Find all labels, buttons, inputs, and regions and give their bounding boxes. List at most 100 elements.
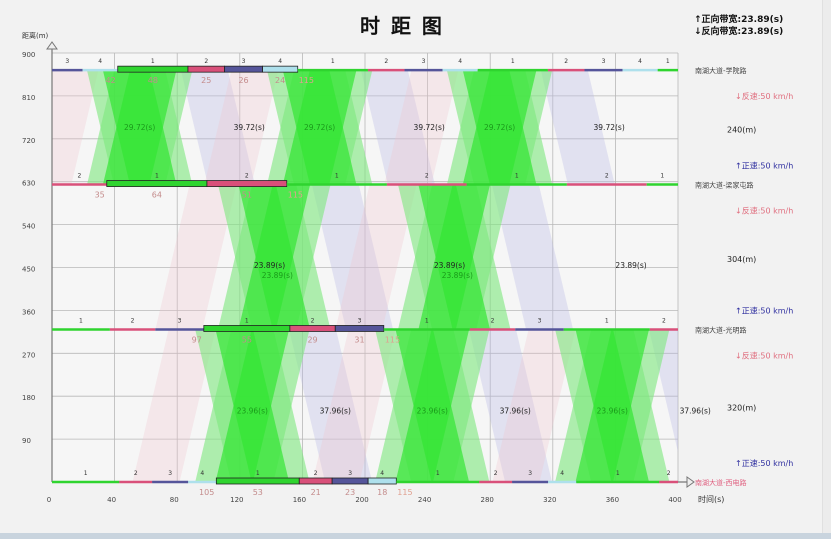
- phase-number-label: 3: [65, 58, 69, 65]
- reverse-other-phase-band: [180, 70, 255, 185]
- reverse-other-phase-band: [540, 70, 615, 185]
- intersection-name: 南湖大道-梁家屯路: [695, 181, 754, 190]
- forward-other-phase-band: [384, 70, 459, 185]
- x-axis-label: 时间(s): [698, 494, 724, 504]
- phase-number-label: 1: [151, 58, 155, 65]
- y-tick-label: 630: [22, 180, 35, 188]
- phase-duration-label: 21: [311, 488, 321, 497]
- cycle-offset-label: 97: [192, 335, 202, 344]
- highlighted-phase-bar: [289, 325, 336, 332]
- x-tick-label: 240: [418, 496, 431, 504]
- phase-number-label: 2: [77, 173, 81, 180]
- forward-other-phase-band: [155, 184, 237, 330]
- highlighted-phase-bar: [187, 65, 225, 73]
- phase-number-label: 2: [245, 173, 249, 180]
- legend-forward-bandwidth: ↑正向带宽:23.89(s): [694, 15, 784, 25]
- highlighted-phase-bar: [331, 477, 369, 485]
- band-width-label: 37.96(s): [500, 407, 531, 416]
- intersection-signal-timeline: 2 64 1 51 2 1 2 1 2 1 35 115: [52, 173, 678, 200]
- y-tick-label: 180: [22, 394, 35, 402]
- highlighted-phase-bar: [203, 325, 291, 332]
- phase-number-label: 1: [515, 173, 519, 180]
- phase-number-label: 3: [178, 317, 182, 324]
- phase-duration-label: 18: [377, 488, 387, 497]
- forward-other-phase-band: [204, 70, 279, 185]
- reverse-green-wave-band: [418, 184, 490, 330]
- forward-speed-label: ↑正速:50 km/h: [735, 306, 793, 315]
- cycle-length-label: 115: [299, 76, 314, 85]
- phase-duration-label: 64: [152, 191, 162, 200]
- band-width-label: 37.96(s): [320, 407, 351, 416]
- x-tick-label: 200: [355, 496, 368, 504]
- phase-number-label: 4: [560, 470, 564, 477]
- phase-number-label: 4: [98, 58, 102, 65]
- phase-number-label: 2: [491, 317, 495, 324]
- band-width-label: 39.72(s): [594, 123, 625, 132]
- phase-number-label: 2: [204, 58, 208, 65]
- band-width-label: 23.89(s): [615, 261, 646, 270]
- reverse-other-phase-band: [491, 184, 574, 330]
- phase-number-label: 3: [358, 317, 362, 324]
- phase-number-label: 1: [605, 317, 609, 324]
- phase-number-label: 2: [384, 58, 388, 65]
- phase-number-label: 3: [422, 58, 426, 65]
- highlighted-phase-bar: [224, 65, 263, 73]
- y-tick-label: 900: [22, 51, 35, 59]
- x-axis-arrow-icon: [686, 476, 695, 488]
- segment-length-label: 320(m): [727, 404, 756, 413]
- segment-length-label: 240(m): [727, 125, 756, 134]
- phase-number-label: 1: [666, 58, 670, 65]
- forward-other-phase-band: [492, 329, 576, 482]
- x-tick-label: 0: [47, 496, 51, 504]
- bands-layer: [52, 70, 678, 482]
- highlighted-phase-bar: [367, 477, 397, 485]
- highlighted-phase-bar: [106, 180, 208, 187]
- band-width-label: 23.89(s): [434, 261, 465, 270]
- phase-number-label: 2: [131, 317, 135, 324]
- phase-number-label: 1: [256, 470, 260, 477]
- y-axis-label: 距离(m): [22, 31, 49, 40]
- reverse-other-phase-band: [289, 329, 373, 482]
- y-axis-arrow-icon: [46, 41, 58, 50]
- band-width-label: 29.72(s): [484, 123, 515, 132]
- phase-number-label: 2: [564, 58, 568, 65]
- x-tick-label: 400: [668, 496, 681, 504]
- x-tick-label: 360: [606, 496, 619, 504]
- y-tick-label: 540: [22, 223, 35, 231]
- window-edge: [822, 0, 831, 533]
- phase-number-label: 2: [314, 470, 318, 477]
- band-width-label: 23.96(s): [237, 407, 268, 416]
- y-tick-label: 90: [22, 437, 31, 445]
- reverse-speed-label: ↓反速:50 km/h: [735, 206, 793, 216]
- phase-duration-label: 53: [253, 488, 263, 497]
- cycle-offset-label: 35: [95, 191, 105, 200]
- highlighted-phase-bar: [215, 477, 300, 485]
- bandwidth-legend: ↑正向带宽:23.89(s) ↓反向带宽:23.89(s): [694, 14, 783, 38]
- phase-number-label: 3: [538, 317, 542, 324]
- phase-number-label: 3: [528, 470, 532, 477]
- phase-number-label: 1: [511, 58, 515, 65]
- phase-number-label: 1: [616, 470, 620, 477]
- band-width-label: 37.96(s): [680, 407, 711, 416]
- phase-number-label: 3: [168, 470, 172, 477]
- intersection-name: 南湖大道-光明路: [695, 325, 747, 334]
- phase-number-label: 1: [436, 470, 440, 477]
- phase-number-label: 1: [79, 317, 83, 324]
- x-tick-label: 280: [481, 496, 494, 504]
- phase-number-label: 4: [638, 58, 642, 65]
- segment-length-label: 304(m): [727, 255, 756, 264]
- y-tick-label: 450: [22, 266, 35, 274]
- reverse-other-phase-band: [311, 184, 394, 330]
- phase-number-label: 1: [84, 470, 88, 477]
- phase-duration-label: 24: [275, 76, 285, 85]
- x-tick-label: 80: [170, 496, 179, 504]
- horizontal-scrollbar[interactable]: [0, 533, 831, 539]
- phase-number-label: 2: [662, 317, 666, 324]
- reverse-green-wave-band: [395, 329, 470, 482]
- band-width-label: 23.89(s): [254, 261, 285, 270]
- reverse-green-wave-band: [238, 184, 311, 330]
- phase-number-label: 3: [602, 58, 606, 65]
- y-tick-label: 270: [22, 351, 35, 359]
